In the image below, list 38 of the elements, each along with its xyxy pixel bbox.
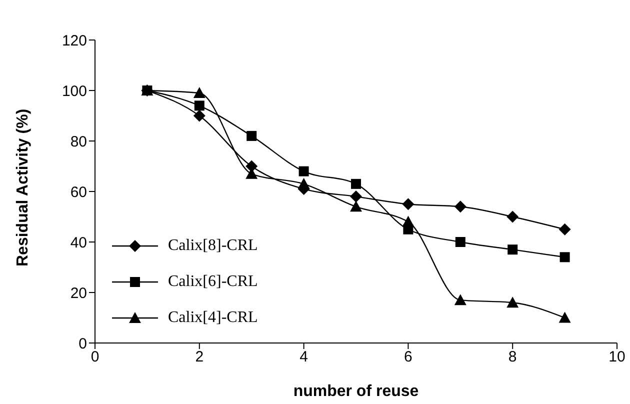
x-tick-label: 10 bbox=[608, 348, 626, 366]
point bbox=[558, 223, 571, 236]
point bbox=[455, 237, 466, 247]
y-axis-title: Residual Activity (%) bbox=[14, 108, 32, 266]
x-tick-label: 6 bbox=[404, 348, 412, 366]
x-tick-label: 2 bbox=[195, 348, 204, 366]
point bbox=[402, 216, 414, 227]
point bbox=[193, 110, 206, 122]
y-tick-label: 60 bbox=[70, 184, 87, 201]
point bbox=[506, 210, 519, 223]
point bbox=[350, 200, 362, 212]
point bbox=[351, 178, 361, 189]
x-axis-title: number of reuse bbox=[293, 383, 419, 400]
point bbox=[193, 87, 206, 98]
y-tick-label: 100 bbox=[62, 82, 87, 100]
y-tick-label: 120 bbox=[62, 32, 87, 50]
point bbox=[560, 252, 570, 262]
point bbox=[506, 296, 519, 308]
point bbox=[558, 312, 571, 323]
legend-label: Calix[4]-CRL bbox=[168, 309, 258, 327]
point bbox=[194, 100, 204, 111]
point bbox=[350, 190, 362, 203]
point bbox=[402, 198, 414, 210]
point bbox=[454, 294, 466, 306]
x-tick-label: 4 bbox=[300, 348, 308, 366]
point bbox=[298, 166, 309, 176]
y-tick-label: 40 bbox=[70, 234, 87, 252]
point bbox=[508, 244, 518, 255]
x-tick-label: 0 bbox=[90, 348, 100, 366]
y-tick-label: 80 bbox=[70, 133, 87, 150]
legend-label: Calix[8]-CRL bbox=[168, 237, 258, 255]
point bbox=[246, 130, 257, 141]
point bbox=[454, 200, 466, 213]
y-tick-label: 0 bbox=[78, 335, 87, 352]
x-tick-label: 8 bbox=[508, 348, 517, 366]
legend-label: Calix[6]-CRL bbox=[168, 273, 258, 291]
y-tick-label: 20 bbox=[70, 284, 87, 302]
point bbox=[298, 178, 310, 189]
